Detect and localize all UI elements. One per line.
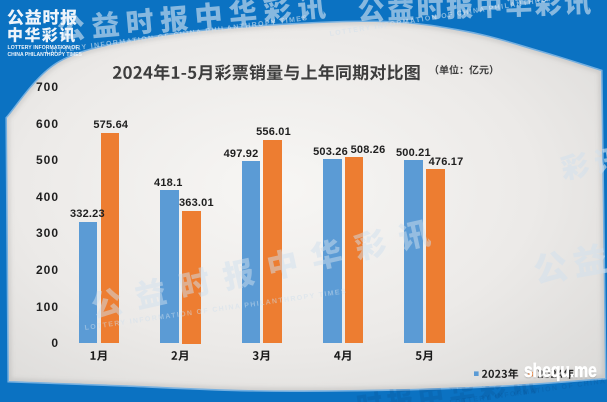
svg-text:LOTTERY INFORMATION OF,: LOTTERY INFORMATION OF, (8, 45, 81, 51)
svg-text:CHINA PHILANTHROPY TIMES: CHINA PHILANTHROPY TIMES (8, 51, 83, 57)
svg-text:LOTTERY INFORMATION OF CHINA P: LOTTERY INFORMATION OF CHINA PHILANTHROP… (84, 288, 347, 332)
